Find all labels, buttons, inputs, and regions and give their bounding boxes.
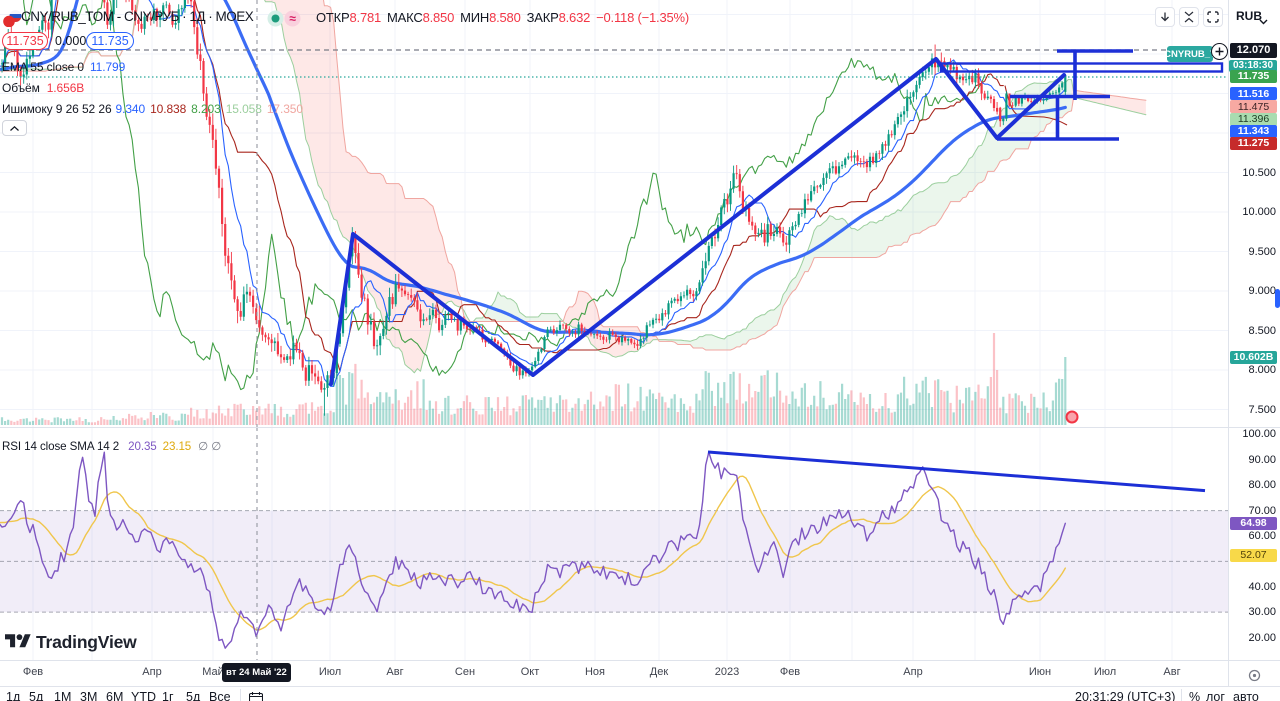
svg-text:≈: ≈ xyxy=(289,12,296,26)
